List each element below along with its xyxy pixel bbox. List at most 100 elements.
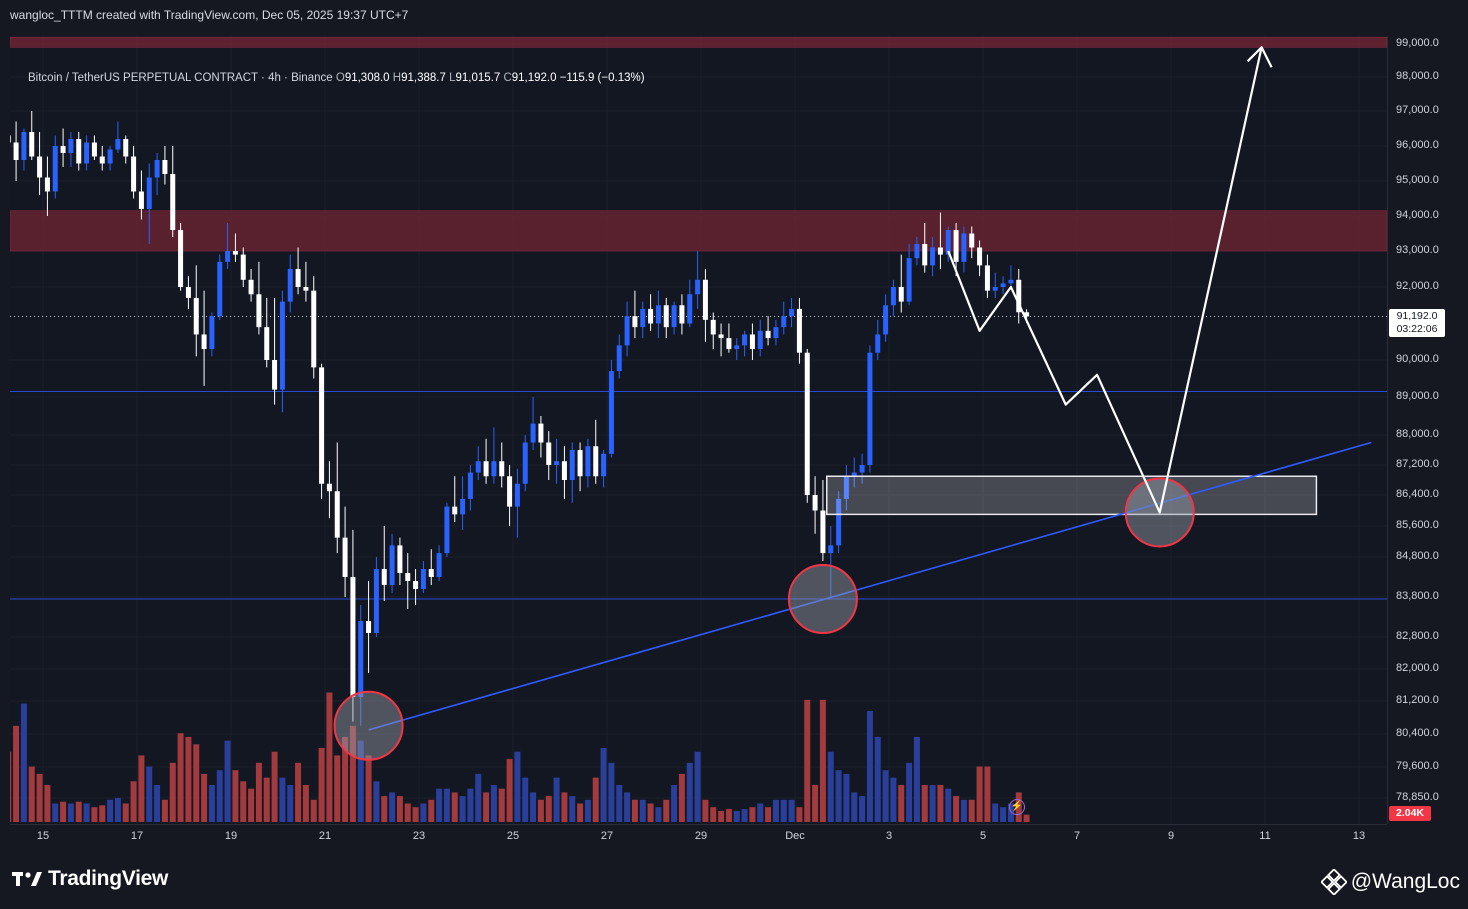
volume-bar: [334, 755, 341, 822]
candle-body: [99, 156, 105, 164]
price-tick-label: 95,000.0: [1396, 174, 1439, 186]
candle-body: [757, 330, 763, 350]
volume-bar: [412, 807, 419, 822]
lightning-icon[interactable]: ⚡: [1009, 799, 1025, 815]
candle-body: [91, 142, 97, 157]
candle-body: [624, 316, 630, 346]
volume-bar: [60, 801, 67, 822]
volume-bar: [240, 781, 247, 822]
volume-bar: [67, 803, 74, 822]
candle-body: [687, 294, 693, 324]
volume-bar: [812, 785, 819, 822]
volume-bar: [91, 807, 98, 822]
candle-body: [961, 233, 967, 262]
support-box: [826, 475, 1318, 516]
candle-body: [303, 287, 309, 291]
projection-arrowhead: [1246, 46, 1273, 68]
time-tick-label: 3: [885, 830, 893, 842]
volume-bar: [780, 799, 787, 822]
candle-body: [115, 139, 121, 150]
price-axis[interactable]: 99,000.0 98,000.0 97,000.0 96,000.0 95,000.0…: [1387, 36, 1468, 824]
volume-bar: [584, 799, 591, 822]
price-chart[interactable]: [10, 36, 1387, 824]
volume-bar: [169, 762, 176, 822]
volume-bar: [835, 770, 842, 822]
candle-body: [162, 160, 168, 174]
candle-body: [992, 287, 998, 291]
candle-body: [538, 423, 544, 443]
candle-body: [507, 476, 513, 507]
volume-bar: [906, 762, 913, 822]
candle-body: [867, 352, 873, 465]
candle-body: [820, 510, 826, 554]
candle-body: [945, 230, 951, 255]
candle-body: [890, 287, 896, 306]
volume-bar: [757, 803, 764, 822]
volume-bar: [436, 788, 443, 822]
price-tick-label: 78,850.0: [1396, 791, 1439, 803]
projection-path: [947, 47, 1263, 514]
candle-body: [52, 146, 58, 192]
time-axis[interactable]: 15 17 19 21 23 25 27 29 Dec 3 5 7 9 11 13: [10, 824, 1387, 849]
candle-body: [413, 581, 419, 589]
candle-body: [608, 371, 614, 454]
chart-pane[interactable]: Bitcoin / TetherUS PERPETUAL CONTRACT · …: [10, 36, 1387, 824]
volume-bar: [530, 792, 537, 822]
candle-body: [679, 305, 685, 324]
volume-bar: [10, 751, 12, 822]
candle-body: [436, 553, 442, 577]
candle-body: [718, 334, 724, 339]
candle-body: [397, 545, 403, 573]
volume-bar: [161, 799, 168, 822]
tradingview-wordmark: TradingView: [48, 867, 169, 890]
volume-bar: [569, 796, 576, 822]
candle-body: [781, 316, 787, 328]
price-tick-label: 80,400.0: [1396, 727, 1439, 739]
candle-body: [1000, 283, 1006, 287]
volume-bar: [506, 759, 513, 822]
volume-bar: [553, 777, 560, 822]
volume-bar: [154, 785, 161, 822]
volume-bar: [326, 692, 333, 822]
time-tick-label: 7: [1073, 830, 1081, 842]
candle-body: [264, 327, 270, 360]
volume-bar: [483, 792, 490, 822]
tradingview-logo[interactable]: TradingView: [12, 867, 168, 891]
author-brand: @WangLoc: [1320, 869, 1460, 895]
candle-body: [671, 305, 677, 328]
volume-bar: [232, 770, 239, 822]
time-tick-label: 23: [412, 830, 426, 842]
candle-body: [734, 345, 740, 350]
candle-body: [569, 450, 575, 480]
volume-bar: [686, 762, 693, 822]
candle-body: [616, 345, 622, 372]
volume-bar: [389, 792, 396, 822]
volume-bar: [451, 792, 458, 822]
candle-body: [428, 569, 434, 577]
time-tick-label: 5: [979, 830, 987, 842]
volume-bar: [804, 699, 811, 822]
volume-bar: [866, 711, 873, 822]
candle-body: [1016, 279, 1022, 313]
volume-bar: [498, 788, 505, 822]
candle-body: [420, 569, 426, 589]
candle-body: [279, 301, 285, 390]
volume-bar: [1023, 814, 1030, 822]
volume-bar: [428, 799, 435, 822]
volume-bar: [718, 810, 725, 822]
candle-body: [405, 573, 411, 581]
time-tick-label: 19: [224, 830, 238, 842]
candle-body: [467, 472, 473, 499]
volume-bar: [83, 803, 90, 822]
volume-bar: [514, 751, 521, 822]
volume-bar: [655, 807, 662, 822]
candle-body: [514, 483, 520, 507]
candle-body: [851, 472, 857, 477]
close-label: C: [503, 72, 512, 84]
tv-logo-icon: [12, 872, 42, 886]
candle-body: [256, 294, 262, 328]
volume-bar: [796, 807, 803, 822]
volume-bar: [545, 796, 552, 822]
candle-body: [334, 491, 340, 538]
candle-body: [789, 308, 795, 317]
